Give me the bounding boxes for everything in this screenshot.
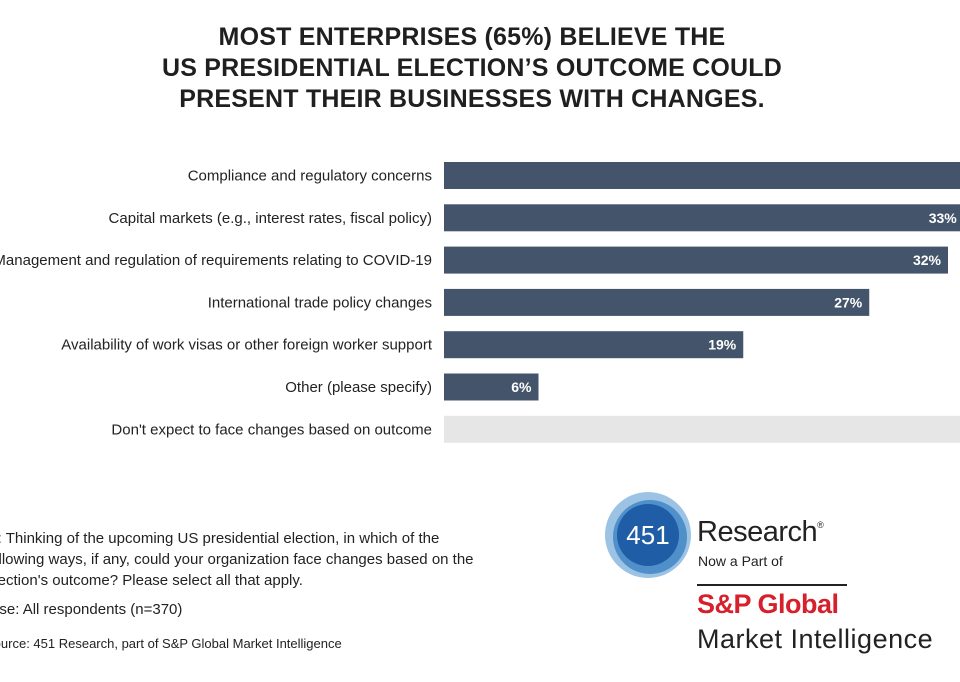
bar-chart: Compliance and regulatory concerns35%Cap…	[0, 162, 960, 443]
value-label: 32%	[913, 252, 942, 268]
category-label: Management and regulation of requirement…	[0, 252, 432, 269]
source-note: Source: 451 Research, part of S&P Global…	[0, 636, 342, 651]
451-research-logo-icon: 451	[605, 492, 691, 578]
question-line-1: Q: Thinking of the upcoming US president…	[0, 530, 440, 547]
bar-1	[444, 204, 960, 232]
logo-number: 451	[626, 520, 669, 550]
market-intelligence-wordmark: Market Intelligence	[697, 624, 934, 654]
title-line-1: MOST ENTERPRISES (65%) BELIEVE THE	[218, 23, 726, 51]
bar-4	[444, 331, 744, 359]
registered-mark: ®	[817, 520, 824, 530]
research-wordmark: Research®	[697, 516, 824, 549]
logo-tagline: Now a Part of	[698, 553, 783, 569]
question-line-2: following ways, if any, could your organ…	[0, 551, 474, 568]
value-label: 27%	[834, 294, 863, 310]
bar-5	[444, 373, 539, 401]
bar-3	[444, 288, 870, 316]
category-label: Availability of work visas or other fore…	[61, 337, 433, 354]
title-line-3: PRESENT THEIR BUSINESSES WITH CHANGES.	[179, 85, 765, 113]
category-label: International trade policy changes	[208, 294, 432, 311]
research-text: Research	[697, 516, 818, 548]
category-label: Capital markets (e.g., interest rates, f…	[109, 210, 432, 227]
bar-6	[444, 415, 960, 443]
value-label: 19%	[708, 337, 737, 353]
logo-divider	[697, 584, 847, 586]
category-label: Other (please specify)	[285, 379, 432, 396]
base-note: Base: All respondents (n=370)	[0, 601, 183, 618]
question-line-3: election's outcome? Please select all th…	[0, 572, 303, 589]
title-line-2: US PRESIDENTIAL ELECTION’S OUTCOME COULD	[161, 54, 783, 82]
bar-2	[444, 246, 948, 274]
value-label: 6%	[511, 379, 532, 395]
chart-title: MOST ENTERPRISES (65%) BELIEVE THE US PR…	[0, 22, 944, 115]
category-label: Compliance and regulatory concerns	[188, 168, 432, 185]
category-label: Don't expect to face changes based on ou…	[111, 421, 432, 438]
value-label: 33%	[929, 210, 958, 226]
bar-0	[444, 162, 960, 189]
sp-global-wordmark: S&P Global	[697, 589, 839, 619]
